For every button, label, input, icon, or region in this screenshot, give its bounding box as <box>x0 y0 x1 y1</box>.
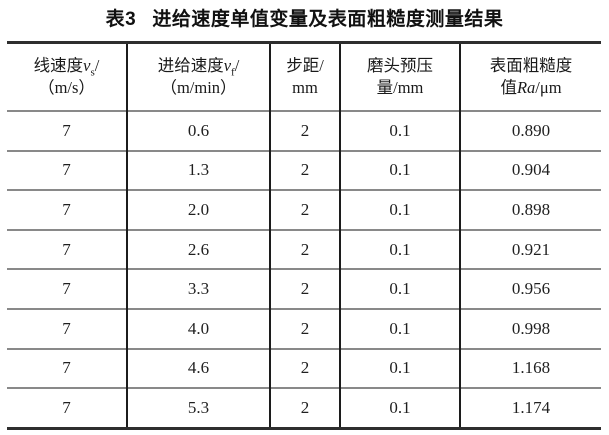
cell-roughness: 0.904 <box>459 149 601 191</box>
header-unit: 量/mm <box>376 78 424 97</box>
cell-feed-speed: 2.0 <box>126 189 270 230</box>
header-row: 线速度vs/ （m/s） 进给速度vf/ （m/min） 步距/ mm 磨头预压… <box>7 42 601 111</box>
header-unit: （m/min） <box>160 78 237 97</box>
cell-step: 2 <box>269 347 340 389</box>
table-number: 表3 <box>105 9 137 30</box>
header-unit: /μm <box>535 78 562 97</box>
variable-symbol: Ra <box>516 78 536 97</box>
col-header-linear-speed: 线速度vs/ （m/s） <box>7 42 127 111</box>
cell-linear-speed: 7 <box>7 268 127 309</box>
cell-linear-speed: 7 <box>7 347 127 389</box>
cell-linear-speed: 7 <box>7 307 127 349</box>
cell-step: 2 <box>269 110 340 151</box>
cell-roughness: 0.898 <box>459 189 601 230</box>
cell-roughness: 0.956 <box>459 268 601 309</box>
table-caption-text: 进给速度单值变量及表面粗糙度测量结果 <box>152 9 504 30</box>
table-row: 7 1.3 2 0.1 0.904 <box>7 149 601 191</box>
cell-preload: 0.1 <box>339 387 460 429</box>
header-text: 进给速度 <box>157 55 224 75</box>
table-row: 7 4.0 2 0.1 0.998 <box>7 307 601 349</box>
table-row: 7 2.0 2 0.1 0.898 <box>7 189 601 230</box>
cell-feed-speed: 3.3 <box>126 268 270 309</box>
cell-linear-speed: 7 <box>7 110 127 151</box>
table-row: 7 5.3 2 0.1 1.174 <box>7 387 601 429</box>
cell-preload: 0.1 <box>339 110 460 151</box>
cell-feed-speed: 4.0 <box>126 307 270 349</box>
variable-subscript: f <box>231 66 235 79</box>
header-text: / <box>234 55 240 75</box>
cell-preload: 0.1 <box>339 307 460 349</box>
cell-roughness: 1.168 <box>459 347 601 389</box>
cell-linear-speed: 7 <box>7 149 127 191</box>
cell-step: 2 <box>269 149 340 191</box>
header-unit: mm <box>292 78 318 97</box>
data-table: 线速度vs/ （m/s） 进给速度vf/ （m/min） 步距/ mm 磨头预压… <box>7 41 601 430</box>
cell-feed-speed: 4.6 <box>126 347 270 389</box>
table-row: 7 4.6 2 0.1 1.168 <box>7 347 601 389</box>
col-header-feed-speed: 进给速度vf/ （m/min） <box>126 42 270 111</box>
header-text: 线速度 <box>33 55 84 75</box>
cell-preload: 0.1 <box>339 228 460 270</box>
cell-feed-speed: 0.6 <box>126 110 270 151</box>
table-row: 7 3.3 2 0.1 0.956 <box>7 268 601 309</box>
col-header-preload: 磨头预压 量/mm <box>339 42 460 111</box>
cell-feed-speed: 1.3 <box>126 149 270 191</box>
cell-step: 2 <box>269 268 340 309</box>
header-text: 值 <box>500 78 517 97</box>
cell-roughness: 0.921 <box>459 228 601 270</box>
cell-step: 2 <box>269 189 340 230</box>
cell-linear-speed: 7 <box>7 387 127 429</box>
cell-roughness: 0.890 <box>459 110 601 151</box>
cell-step: 2 <box>269 307 340 349</box>
header-text: / <box>94 55 100 75</box>
header-unit: （m/s） <box>38 78 95 97</box>
cell-linear-speed: 7 <box>7 228 127 270</box>
variable-symbol: v <box>83 55 91 75</box>
cell-step: 2 <box>269 228 340 270</box>
cell-preload: 0.1 <box>339 268 460 309</box>
cell-preload: 0.1 <box>339 189 460 230</box>
cell-preload: 0.1 <box>339 149 460 191</box>
table-row: 7 2.6 2 0.1 0.921 <box>7 228 601 270</box>
table-row: 7 0.6 2 0.1 0.890 <box>7 110 601 151</box>
header-text: 步距/ <box>286 55 324 75</box>
cell-roughness: 1.174 <box>459 387 601 429</box>
cell-preload: 0.1 <box>339 347 460 389</box>
header-text: 表面粗糙度 <box>489 55 573 75</box>
header-text: 磨头预压 <box>367 55 433 75</box>
table-caption: 表3 进给速度单值变量及表面粗糙度测量结果 <box>0 0 609 32</box>
col-header-roughness: 表面粗糙度 值Ra/μm <box>459 42 601 111</box>
col-header-step-distance: 步距/ mm <box>269 42 340 111</box>
variable-subscript: s <box>90 66 95 79</box>
cell-roughness: 0.998 <box>459 307 601 349</box>
cell-linear-speed: 7 <box>7 189 127 230</box>
cell-feed-speed: 2.6 <box>126 228 270 270</box>
variable-symbol: v <box>223 55 232 75</box>
cell-feed-speed: 5.3 <box>126 387 270 429</box>
cell-step: 2 <box>269 387 340 429</box>
